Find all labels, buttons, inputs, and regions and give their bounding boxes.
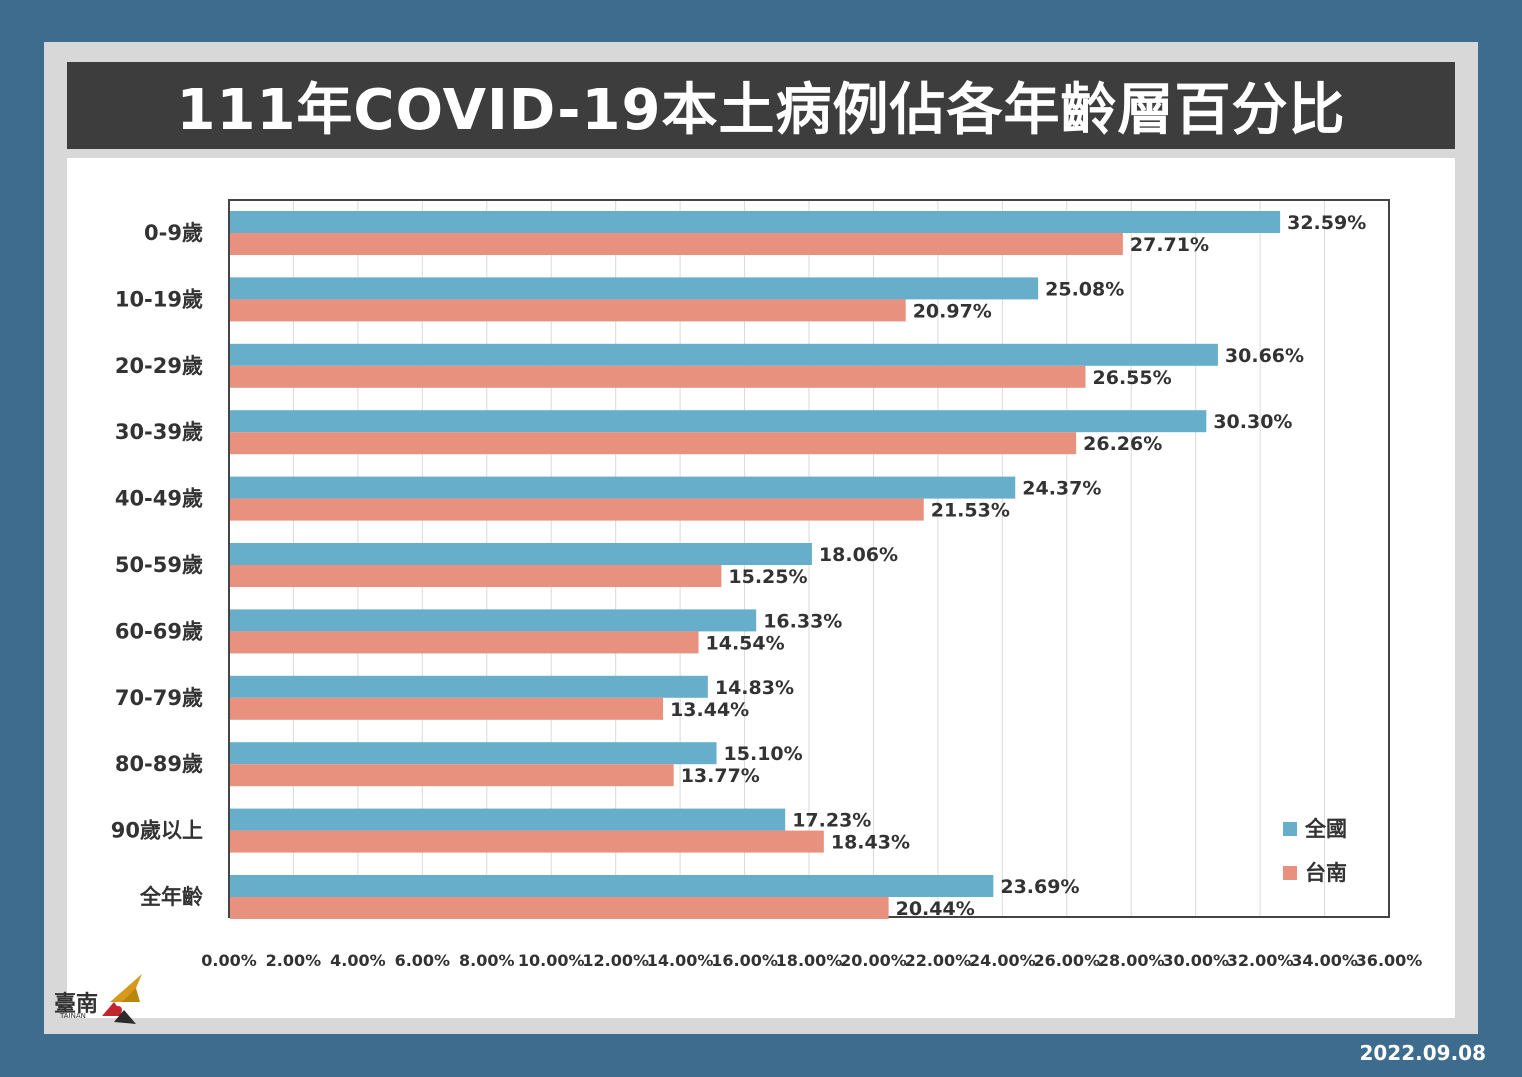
bar-national: [230, 211, 1281, 233]
data-label: 26.26%: [1083, 433, 1162, 455]
bar-tainan: [230, 565, 722, 587]
category-label: 80-89歲: [115, 752, 203, 776]
bar-chart: 0.00% 2.00% 4.00% 6.00% 8.00% 10.00%12.00%14.…: [111, 199, 1423, 970]
bar-national: [230, 808, 786, 831]
bar-tainan: [230, 365, 1086, 388]
x-tick-label: 30.00%: [1162, 951, 1229, 970]
category-label: 60-69歲: [115, 619, 203, 643]
logo-text: 臺南: [54, 991, 99, 1017]
category-label: 70-79歲: [115, 686, 203, 710]
legend-swatch: [1283, 866, 1297, 880]
category-label: 40-49歲: [115, 487, 203, 511]
x-tick-label: 32.00%: [1227, 951, 1294, 970]
data-label: 24.37%: [1022, 478, 1101, 500]
data-label: 26.55%: [1093, 367, 1172, 389]
data-label: 14.83%: [715, 677, 794, 699]
bar-tainan: [230, 830, 824, 853]
bar-national: [230, 609, 757, 632]
data-label: 18.06%: [819, 544, 898, 566]
data-label: 23.69%: [1000, 876, 1079, 898]
logo-emblem-icon: [102, 974, 142, 1024]
data-label: 32.59%: [1287, 212, 1366, 234]
x-tick-label: 26.00%: [1033, 951, 1100, 970]
x-tick-label: 20.00%: [840, 951, 907, 970]
x-tick-label: 18.00%: [776, 951, 843, 970]
bar-national: [230, 742, 717, 765]
data-label: 16.33%: [763, 610, 842, 632]
data-label: 30.30%: [1213, 411, 1292, 433]
data-label: 15.25%: [728, 566, 807, 588]
x-tick-label: 16.00%: [711, 951, 778, 970]
page-title: 111年COVID-19本土病例佔各年齡層百分比: [67, 62, 1455, 149]
legend-swatch: [1283, 822, 1297, 836]
data-label: 20.44%: [896, 898, 975, 920]
x-tick-label: 2.00%: [266, 951, 322, 970]
x-tick-label: 12.00%: [582, 951, 649, 970]
data-label: 13.77%: [681, 765, 760, 787]
data-label: 13.44%: [670, 699, 749, 721]
data-label: 15.10%: [724, 743, 803, 765]
bar-tainan: [230, 897, 889, 919]
bar-national: [230, 343, 1218, 366]
bar-tainan: [230, 631, 699, 654]
data-label: 30.66%: [1225, 345, 1304, 367]
bar-national: [230, 875, 994, 897]
data-label: 14.54%: [706, 632, 785, 654]
data-label: 17.23%: [792, 810, 871, 832]
x-tick-label: 28.00%: [1098, 951, 1165, 970]
bar-tainan: [230, 432, 1077, 455]
category-label: 50-59歲: [115, 553, 203, 577]
bar-national: [230, 543, 812, 565]
category-label: 0-9歲: [144, 221, 203, 245]
bar-tainan: [230, 299, 906, 322]
x-tick-label: 14.00%: [647, 951, 714, 970]
bar-national: [230, 476, 1016, 499]
bar-national: [230, 675, 708, 698]
bar-tainan: [230, 233, 1123, 255]
category-label: 90歲以上: [111, 819, 203, 843]
data-label: 21.53%: [931, 500, 1010, 522]
data-label: 27.71%: [1130, 234, 1209, 256]
tainan-logo: 臺南 TAINAN: [52, 972, 148, 1028]
category-label: 全年齡: [139, 885, 203, 909]
legend-label: 全國: [1304, 817, 1347, 841]
bar-tainan: [230, 764, 674, 787]
x-tick-label: 36.00%: [1356, 951, 1423, 970]
data-label: 18.43%: [831, 832, 910, 854]
bar-national: [230, 410, 1207, 433]
x-tick-label: 10.00%: [518, 951, 585, 970]
x-tick-label: 34.00%: [1291, 951, 1358, 970]
data-label: 20.97%: [913, 300, 992, 322]
legend-label: 台南: [1305, 861, 1347, 885]
bar-tainan: [230, 498, 924, 521]
data-label: 25.08%: [1045, 278, 1124, 300]
x-tick-label: 8.00%: [459, 951, 515, 970]
x-tick-label: 24.00%: [969, 951, 1036, 970]
x-tick-label: 4.00%: [330, 951, 386, 970]
bar-tainan: [230, 697, 664, 720]
logo-subtext: TAINAN: [60, 1012, 86, 1020]
category-label: 10-19歲: [115, 287, 203, 311]
bar-national: [230, 277, 1039, 300]
x-tick-label: 0.00%: [201, 951, 257, 970]
date-stamp: 2022.09.08: [1359, 1041, 1486, 1065]
x-tick-label: 6.00%: [395, 951, 451, 970]
x-tick-label: 22.00%: [905, 951, 972, 970]
category-label: 30-39歲: [115, 420, 203, 444]
chart-card: 0.00% 2.00% 4.00% 6.00% 8.00% 10.00% 12.00% 14.…: [67, 158, 1455, 1018]
category-label: 20-29歲: [115, 354, 203, 378]
